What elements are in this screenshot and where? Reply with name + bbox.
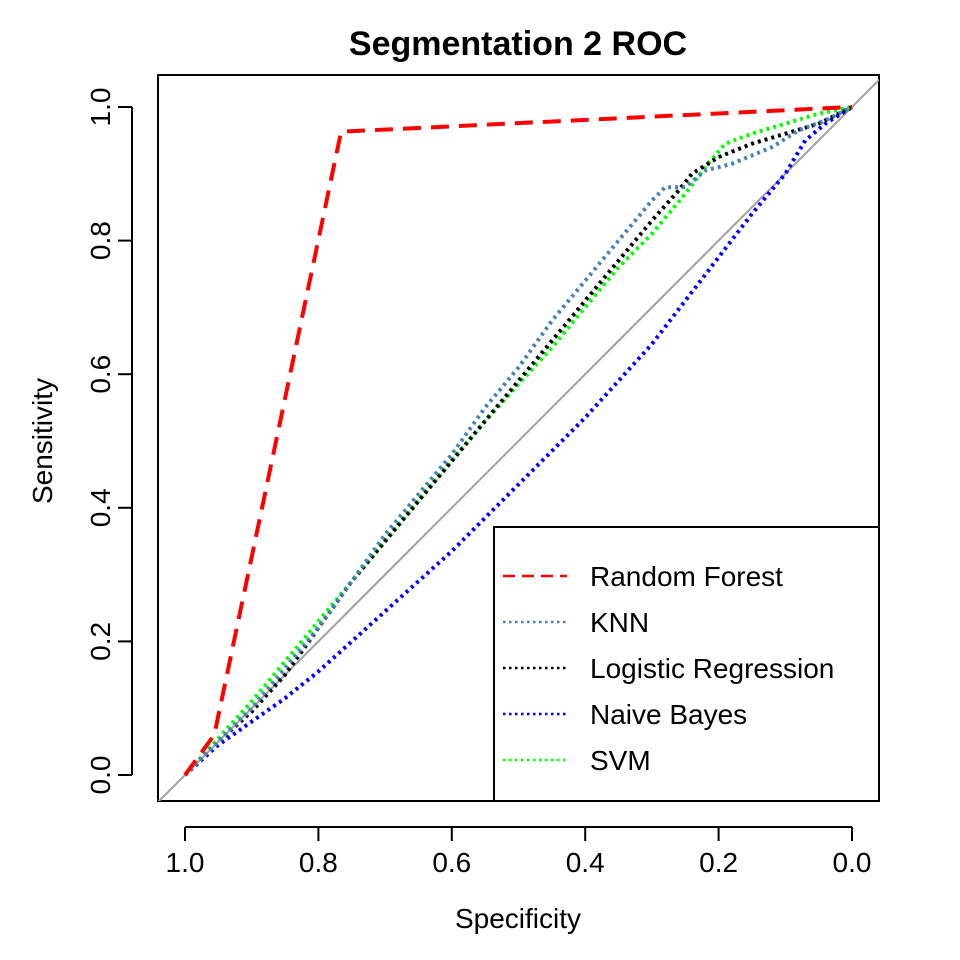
series-line-svm [183, 105, 853, 777]
chart-title: Segmentation 2 ROC [349, 25, 687, 63]
y-tick-label: 0.2 [85, 622, 116, 661]
x-axis-title: Specificity [455, 903, 581, 934]
series-line-naive-bayes [183, 105, 854, 777]
legend-box [493, 526, 880, 802]
y-tick-label: 1.0 [85, 88, 116, 127]
legend-label: Naive Bayes [590, 699, 747, 730]
legend-label: KNN [590, 607, 649, 638]
y-axis-title: Sensitivity [27, 378, 58, 504]
diagonal-reference-line [158, 78, 879, 801]
x-tick-label: 0.0 [833, 847, 872, 878]
y-tick-label: 0.8 [85, 221, 116, 260]
series-line-logistic-regression [183, 105, 853, 777]
y-tick-label: 0.4 [85, 488, 116, 527]
x-tick-label: 0.8 [299, 847, 338, 878]
y-tick-label: 0.6 [85, 355, 116, 394]
legend-label: SVM [590, 745, 651, 776]
y-tick-label: 0.0 [85, 756, 116, 795]
plot-area: 1.0 0.8 0.6 0.4 0.2 0.0 0.0 0.2 0.4 0.6 0.8 1.0 Rand… [85, 74, 880, 878]
series-line-knn [183, 105, 853, 777]
legend-label: Logistic Regression [590, 653, 834, 684]
x-tick-label: 0.4 [566, 847, 605, 878]
x-tick-label: 0.2 [699, 847, 738, 878]
x-tick-label: 0.6 [432, 847, 471, 878]
legend-label: Random Forest [590, 561, 783, 592]
x-tick-label: 1.0 [166, 847, 205, 878]
